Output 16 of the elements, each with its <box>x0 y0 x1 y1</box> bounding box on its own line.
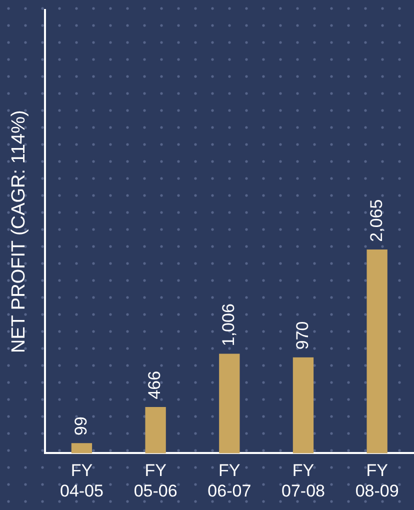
data-label: 970 <box>292 321 312 350</box>
data-label: 466 <box>145 370 164 400</box>
data-label: 1,006 <box>219 304 238 346</box>
x-tick-label: FY 05-06 <box>134 461 178 500</box>
y-axis-title: NET PROFIT (CAGR: 114%) <box>8 110 30 354</box>
bar <box>292 357 314 454</box>
bar <box>219 354 240 454</box>
bar <box>145 406 166 454</box>
bar <box>366 249 388 454</box>
data-label: 99 <box>71 416 90 436</box>
bar <box>71 443 92 454</box>
x-tick-label: FY 04-05 <box>60 461 104 500</box>
data-label: 2,065 <box>366 199 386 242</box>
x-tick-label: FY 07-08 <box>282 461 325 500</box>
x-tick-label: FY 08-09 <box>355 461 399 500</box>
x-tick-label: FY 06-07 <box>208 461 252 500</box>
